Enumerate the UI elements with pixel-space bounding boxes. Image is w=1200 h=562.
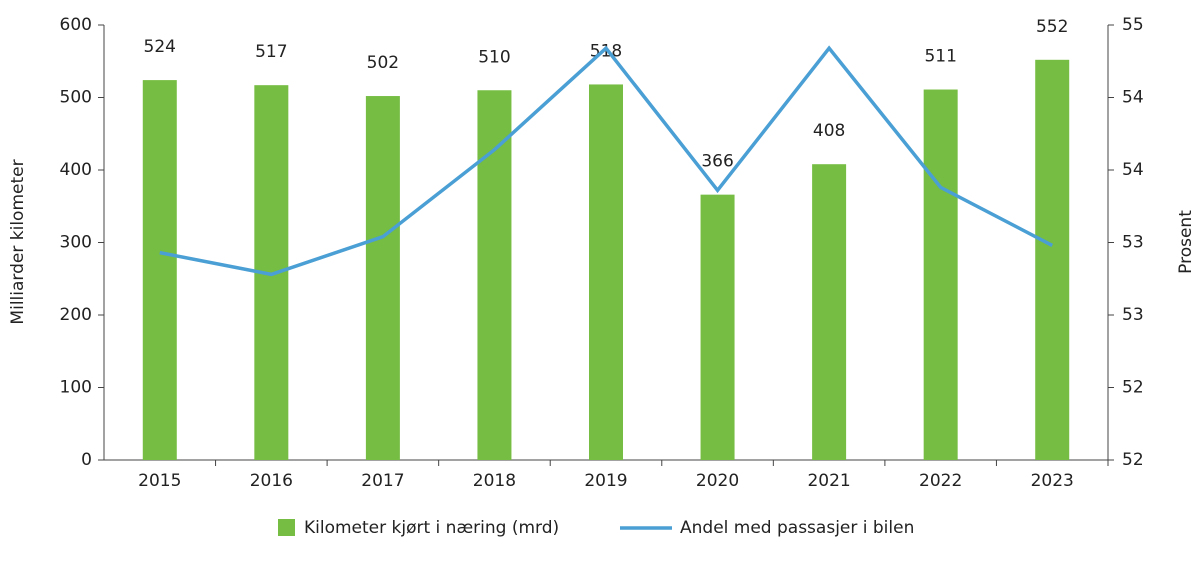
y-tick-label: 100 — [60, 378, 92, 398]
bar — [700, 194, 735, 460]
y-tick-label: 500 — [60, 88, 92, 108]
x-tick-label: 2015 — [138, 471, 181, 491]
y-tick-label: 400 — [60, 160, 92, 180]
bar — [1035, 59, 1070, 461]
y2-tick-label: 54 — [1122, 88, 1144, 108]
bar — [142, 80, 177, 460]
y2-tick-label: 53 — [1122, 305, 1144, 325]
y-tick-label: 200 — [60, 305, 92, 325]
x-tick-label: 2017 — [361, 471, 404, 491]
legend-label: Andel med passasjer i bilen — [680, 518, 914, 538]
x-tick-label: 2022 — [919, 471, 962, 491]
bar — [589, 84, 623, 460]
bar — [812, 164, 847, 460]
bar — [477, 90, 512, 460]
y-axis-title: Milliarder kilometer — [8, 159, 28, 324]
data-label: 408 — [813, 121, 845, 141]
x-tick-label: 2021 — [807, 471, 850, 491]
y-tick-label: 0 — [81, 450, 92, 470]
data-label: 517 — [255, 42, 287, 62]
line — [159, 45, 1054, 277]
x-tick-label: 2020 — [696, 471, 739, 491]
data-label: 510 — [478, 47, 510, 67]
y2-tick-label: 52 — [1122, 378, 1144, 398]
x-tick-label: 2023 — [1031, 471, 1074, 491]
data-label: 524 — [144, 37, 176, 57]
data-label: 511 — [924, 47, 956, 67]
data-label: 366 — [701, 152, 733, 172]
data-label: 552 — [1036, 17, 1068, 37]
y2-tick-label: 52 — [1122, 450, 1144, 470]
y2-axis-title: Prosent — [1176, 210, 1196, 274]
legend-swatch — [278, 519, 295, 536]
x-tick-label: 2018 — [473, 471, 516, 491]
y2-tick-label: 55 — [1122, 15, 1144, 35]
bar — [365, 96, 400, 461]
bar — [923, 89, 958, 461]
x-tick-label: 2016 — [250, 471, 293, 491]
x-tick-label: 2019 — [584, 471, 627, 491]
legend-label: Kilometer kjørt i næring (mrd) — [304, 518, 559, 538]
y2-tick-label: 53 — [1122, 233, 1144, 253]
data-label: 502 — [367, 53, 399, 73]
y-tick-label: 300 — [60, 233, 92, 253]
y2-tick-label: 54 — [1122, 160, 1144, 180]
y-tick-label: 600 — [60, 15, 92, 35]
